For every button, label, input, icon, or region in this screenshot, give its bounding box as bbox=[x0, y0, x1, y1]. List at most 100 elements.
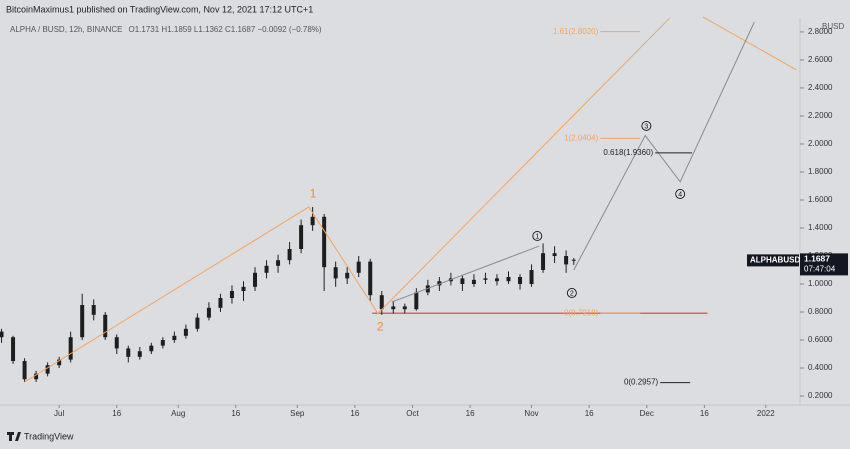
candle-body bbox=[552, 253, 557, 257]
candle-body bbox=[276, 260, 281, 266]
y-tick-label: 0.6000 bbox=[808, 335, 833, 344]
y-tick-label: 1.8000 bbox=[808, 167, 833, 176]
candle-body bbox=[402, 306, 407, 310]
candle-body bbox=[68, 337, 73, 360]
fib-label: 0(0.2957) bbox=[624, 378, 659, 387]
candle-body bbox=[310, 216, 315, 226]
publisher-line: BitcoinMaximus1 published on TradingView… bbox=[6, 4, 313, 14]
y-tick-label: 2.8000 bbox=[808, 27, 833, 36]
x-tick-label: Oct bbox=[406, 409, 419, 418]
wave-line bbox=[391, 245, 540, 303]
y-tick-label: 0.2000 bbox=[808, 391, 833, 400]
candle-body bbox=[541, 253, 546, 271]
candle-body bbox=[206, 307, 211, 318]
candle-body bbox=[494, 278, 499, 282]
x-tick-label: 16 bbox=[350, 409, 359, 418]
ohlc: O1.1731 H1.1859 L1.1362 C1.1687 −0.0092 … bbox=[129, 25, 322, 34]
candle-body bbox=[506, 277, 511, 282]
candle-body bbox=[564, 256, 569, 265]
candle-body bbox=[34, 373, 39, 380]
wave-label: 3 bbox=[644, 123, 648, 130]
candle-body bbox=[57, 359, 62, 366]
wave-circle bbox=[566, 288, 577, 298]
x-tick-label: Dec bbox=[640, 409, 654, 418]
y-tick-label: 0.4000 bbox=[808, 363, 833, 372]
candle-body bbox=[0, 331, 4, 338]
candle-body bbox=[183, 328, 188, 336]
candle-body bbox=[518, 277, 523, 285]
y-tick-label: 2.6000 bbox=[808, 55, 833, 64]
candle-body bbox=[149, 345, 154, 352]
wave-line bbox=[702, 16, 797, 71]
x-tick-label: 16 bbox=[112, 409, 121, 418]
candle-body bbox=[22, 361, 27, 380]
y-tick-label: 1.6000 bbox=[808, 195, 833, 204]
countdown: 07:47:04 bbox=[804, 264, 836, 273]
wave-label: 2 bbox=[377, 320, 384, 334]
fib-label: 0(0.7918) bbox=[564, 308, 599, 317]
candle-body bbox=[460, 278, 465, 285]
candle-body bbox=[91, 305, 96, 315]
x-tick-label: 16 bbox=[466, 409, 475, 418]
x-tick-label: 16 bbox=[585, 409, 594, 418]
x-tick-label: Sep bbox=[290, 409, 305, 418]
wave-circle bbox=[641, 120, 652, 131]
symbol: ALPHA / BUSD, 12h, BINANCE bbox=[10, 25, 123, 34]
last-price: 1.1687 bbox=[804, 254, 830, 264]
wave-line bbox=[573, 21, 755, 271]
candle-body bbox=[11, 337, 16, 362]
candle-body bbox=[264, 265, 269, 273]
y-tick-label: 2.2000 bbox=[808, 111, 833, 120]
y-tick-label: 1.0000 bbox=[808, 279, 833, 288]
fib-label: 0.618(1.9360) bbox=[603, 148, 653, 157]
candle-body bbox=[137, 351, 142, 357]
candle-body bbox=[356, 261, 361, 273]
candle-body bbox=[287, 248, 292, 261]
fib-label: 1.61(2.8020) bbox=[553, 27, 599, 36]
x-tick-label: Nov bbox=[524, 409, 538, 418]
currency: BUSD bbox=[822, 22, 844, 31]
y-tick-label: 2.0000 bbox=[808, 139, 833, 148]
candle-body bbox=[414, 292, 419, 310]
candle-body bbox=[160, 340, 165, 346]
wave-label: 1 bbox=[535, 233, 539, 240]
candle-body bbox=[195, 317, 200, 329]
legend: ALPHA / BUSD, 12h, BINANCE O1.1731 H1.185… bbox=[10, 25, 322, 34]
candle-body bbox=[229, 291, 234, 299]
x-tick-label: Jul bbox=[54, 409, 64, 418]
candle-body bbox=[241, 286, 246, 292]
wave-label: 1 bbox=[310, 187, 317, 201]
candle-body bbox=[45, 365, 50, 374]
candle-body bbox=[391, 306, 396, 310]
wave-line bbox=[24, 17, 671, 383]
candle-body bbox=[483, 278, 488, 280]
wave-label: 4 bbox=[678, 191, 682, 198]
fib-label: 1(2.0404) bbox=[564, 133, 599, 142]
candle-body bbox=[299, 225, 304, 249]
candle-body bbox=[80, 305, 85, 338]
x-tick-label: 16 bbox=[700, 409, 709, 418]
candle-body bbox=[345, 272, 350, 279]
candle-body bbox=[571, 259, 576, 261]
y-tick-label: 1.4000 bbox=[808, 223, 833, 232]
candle-body bbox=[218, 298, 223, 308]
ticker-box bbox=[747, 254, 799, 267]
candle-body bbox=[333, 267, 338, 279]
candle-body bbox=[529, 270, 534, 285]
price-box bbox=[800, 253, 848, 276]
y-tick-label: 2.4000 bbox=[808, 83, 833, 92]
candle-body bbox=[253, 272, 258, 287]
candle-body bbox=[172, 335, 177, 341]
candle-body bbox=[471, 279, 476, 285]
candle-body bbox=[103, 314, 108, 338]
x-tick-label: 16 bbox=[231, 409, 240, 418]
x-tick-label: Aug bbox=[171, 409, 185, 418]
wave-circle bbox=[532, 231, 543, 241]
ticker-label: ALPHABUSD bbox=[750, 255, 800, 264]
candle-body bbox=[126, 348, 131, 357]
candle-body bbox=[368, 261, 373, 296]
wave-label: 2 bbox=[570, 290, 574, 297]
